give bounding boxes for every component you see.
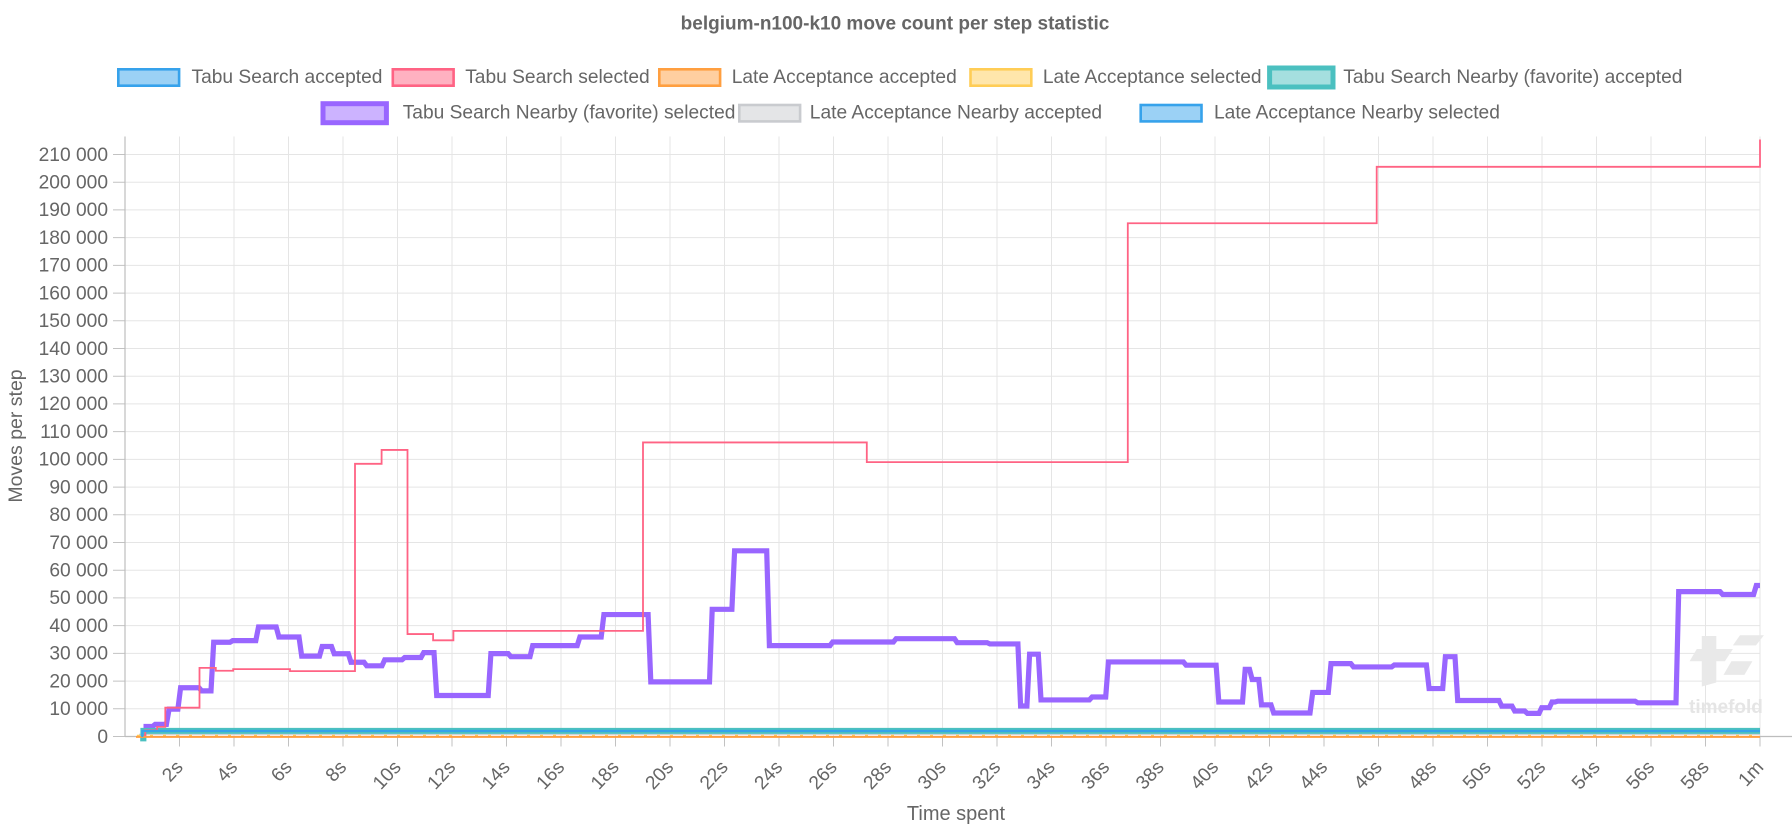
svg-text:60 000: 60 000 bbox=[49, 561, 108, 582]
svg-text:Tabu Search Nearby (favorite): Tabu Search Nearby (favorite) selected bbox=[403, 102, 736, 123]
svg-text:Tabu Search selected: Tabu Search selected bbox=[465, 67, 650, 88]
svg-text:100 000: 100 000 bbox=[39, 450, 108, 471]
svg-text:50 000: 50 000 bbox=[49, 588, 108, 609]
svg-text:30 000: 30 000 bbox=[49, 644, 108, 665]
svg-text:10 000: 10 000 bbox=[49, 699, 108, 720]
svg-text:150 000: 150 000 bbox=[39, 311, 108, 332]
svg-text:20 000: 20 000 bbox=[49, 671, 108, 692]
svg-text:Late Acceptance accepted: Late Acceptance accepted bbox=[732, 67, 957, 88]
svg-text:210 000: 210 000 bbox=[39, 145, 108, 166]
svg-text:timefold: timefold bbox=[1689, 697, 1763, 718]
svg-text:Tabu Search accepted: Tabu Search accepted bbox=[192, 67, 383, 88]
svg-text:80 000: 80 000 bbox=[49, 505, 108, 526]
svg-text:200 000: 200 000 bbox=[39, 173, 108, 194]
svg-text:Late Acceptance Nearby accepte: Late Acceptance Nearby accepted bbox=[810, 102, 1102, 123]
svg-text:belgium-n100-k10 move count pe: belgium-n100-k10 move count per step sta… bbox=[681, 14, 1110, 35]
svg-text:70 000: 70 000 bbox=[49, 533, 108, 554]
svg-text:170 000: 170 000 bbox=[39, 256, 108, 277]
svg-text:0: 0 bbox=[97, 727, 108, 748]
svg-text:180 000: 180 000 bbox=[39, 228, 108, 249]
svg-text:Time spent: Time spent bbox=[907, 803, 1006, 825]
svg-text:110 000: 110 000 bbox=[40, 422, 108, 443]
svg-text:Late Acceptance Nearby selecte: Late Acceptance Nearby selected bbox=[1214, 102, 1500, 123]
svg-text:190 000: 190 000 bbox=[39, 200, 108, 221]
svg-text:Moves per step: Moves per step bbox=[5, 369, 27, 502]
svg-text:90 000: 90 000 bbox=[49, 477, 108, 498]
svg-text:140 000: 140 000 bbox=[39, 339, 108, 360]
svg-text:Tabu Search Nearby (favorite): Tabu Search Nearby (favorite) accepted bbox=[1343, 67, 1682, 88]
svg-text:130 000: 130 000 bbox=[39, 367, 108, 388]
svg-text:120 000: 120 000 bbox=[39, 394, 108, 415]
svg-text:Late Acceptance selected: Late Acceptance selected bbox=[1043, 67, 1262, 88]
svg-text:160 000: 160 000 bbox=[39, 283, 108, 304]
svg-text:40 000: 40 000 bbox=[49, 616, 108, 637]
